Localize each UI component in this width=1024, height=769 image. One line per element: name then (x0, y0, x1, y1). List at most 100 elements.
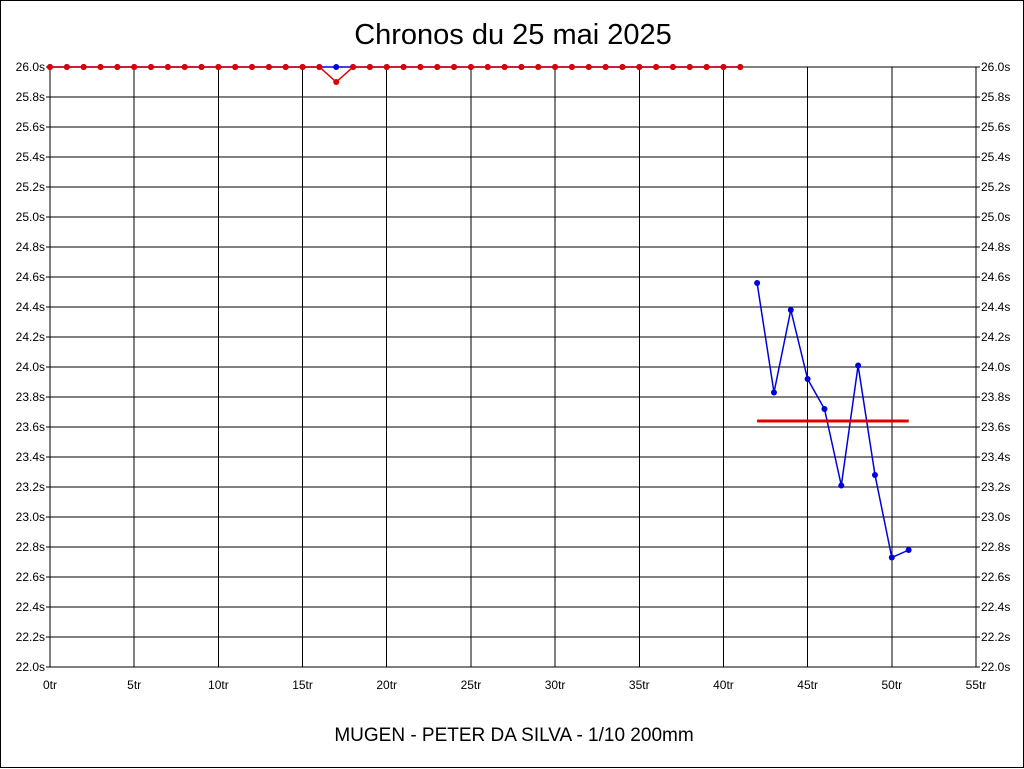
grid (49, 66, 977, 668)
data-point (215, 64, 222, 70)
y-tick-label-right: 25.0s (981, 210, 1010, 224)
y-tick-label-left: 24.2s (16, 330, 45, 344)
data-point (400, 64, 407, 70)
y-tick-label-right: 23.0s (981, 510, 1010, 524)
data-point (501, 64, 508, 70)
y-tick-label-left: 25.2s (16, 180, 45, 194)
x-tick-label: 15tr (292, 678, 313, 692)
y-axis-left-ticks: 22.0s 22.2s 22.4s 22.6s 22.8s 23.0s 23.2s 23.4s… (16, 60, 50, 674)
data-point (451, 64, 458, 70)
data-point (434, 64, 441, 70)
data-point (804, 376, 811, 382)
data-point (905, 547, 912, 553)
data-point (47, 64, 53, 70)
data-point (282, 64, 289, 70)
data-point (232, 64, 239, 70)
x-axis-ticks: 0tr 5tr 10tr 15tr 20tr 25tr 30tr 35tr 40tr 45tr 50… (43, 678, 986, 692)
data-point (838, 482, 845, 489)
data-point (63, 64, 70, 70)
data-point (114, 64, 121, 70)
data-point (619, 64, 626, 70)
x-tick-label: 20tr (376, 678, 397, 692)
y-tick-label-left: 22.2s (16, 630, 45, 644)
data-point (552, 64, 559, 70)
data-point (535, 64, 542, 70)
y-tick-label-left: 22.6s (16, 570, 45, 584)
data-point (821, 406, 828, 412)
data-point (198, 64, 205, 70)
x-tick-label: 0tr (43, 678, 57, 692)
data-point (568, 64, 575, 70)
y-tick-label-right: 23.4s (981, 450, 1010, 464)
data-point (855, 362, 862, 369)
data-point (888, 554, 895, 561)
x-tick-label: 35tr (629, 678, 650, 692)
series-line (756, 282, 910, 559)
y-tick-label-right: 25.8s (981, 90, 1010, 104)
x-tick-label: 40tr (713, 678, 734, 692)
y-tick-label-left: 22.4s (16, 600, 45, 614)
y-tick-label-right: 22.6s (981, 570, 1010, 584)
y-tick-label-left: 25.0s (16, 210, 45, 224)
y-tick-label-right: 24.6s (981, 270, 1010, 284)
y-tick-label-left: 25.8s (16, 90, 45, 104)
data-point (518, 64, 525, 70)
y-tick-label-right: 23.8s (981, 390, 1010, 404)
data-point (467, 64, 474, 70)
y-tick-label-left: 26.0s (16, 60, 45, 74)
data-point (316, 64, 323, 70)
data-point (265, 64, 272, 70)
x-tick-label: 30tr (545, 678, 566, 692)
x-tick-label: 25tr (461, 678, 482, 692)
data-point (131, 64, 138, 70)
data-point (602, 64, 609, 70)
y-tick-label-left: 23.0s (16, 510, 45, 524)
y-tick-label-right: 24.4s (981, 300, 1010, 314)
y-tick-label-right: 24.2s (981, 330, 1010, 344)
y-tick-label-right: 25.6s (981, 120, 1010, 134)
data-point (585, 64, 592, 70)
x-tick-label: 45tr (797, 678, 818, 692)
y-tick-label-right: 26.0s (981, 60, 1010, 74)
y-tick-label-left: 24.6s (16, 270, 45, 284)
data-point (80, 64, 87, 70)
data-point (484, 64, 491, 70)
data-point (787, 307, 794, 313)
data-point (703, 64, 710, 70)
y-tick-label-left: 22.0s (16, 660, 45, 674)
y-tick-label-left: 24.0s (16, 360, 45, 374)
y-tick-label-right: 25.2s (981, 180, 1010, 194)
y-tick-label-left: 23.2s (16, 480, 45, 494)
y-tick-label-left: 23.4s (16, 450, 45, 464)
data-point (333, 64, 340, 70)
series-layer (47, 64, 912, 561)
data-point (181, 64, 188, 70)
x-tick-label: 55tr (966, 678, 987, 692)
y-tick-label-right: 24.0s (981, 360, 1010, 374)
y-tick-label-left: 25.4s (16, 150, 45, 164)
data-point (97, 64, 104, 70)
y-axis-right-ticks: 22.0s 22.2s 22.4s 22.6s 22.8s 23.0s 23.2s 23.4s… (976, 60, 1010, 674)
y-tick-label-left: 24.8s (16, 240, 45, 254)
data-point (249, 64, 256, 70)
y-tick-label-right: 25.4s (981, 150, 1010, 164)
data-point (148, 64, 155, 70)
y-tick-label-left: 24.4s (16, 300, 45, 314)
data-point (636, 64, 643, 70)
y-tick-label-right: 22.4s (981, 600, 1010, 614)
data-point (754, 280, 761, 286)
data-point (383, 64, 390, 70)
y-tick-label-left: 23.6s (16, 420, 45, 434)
x-tick-label: 5tr (127, 678, 141, 692)
data-point (299, 64, 306, 70)
chart-title: Chronos du 25 mai 2025 (354, 19, 672, 51)
data-point (686, 64, 693, 70)
data-point (871, 472, 878, 478)
y-tick-label-left: 23.8s (16, 390, 45, 404)
data-point (669, 64, 676, 70)
x-tick-label: 50tr (881, 678, 902, 692)
y-tick-label-right: 22.2s (981, 630, 1010, 644)
data-point (333, 79, 340, 85)
